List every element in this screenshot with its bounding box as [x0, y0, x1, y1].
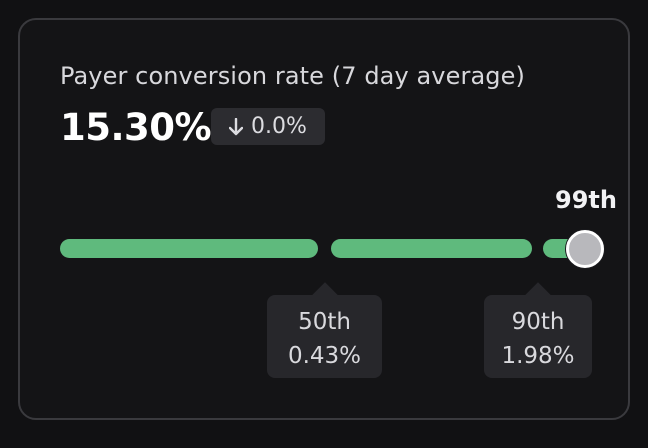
percentile-segment-50-90 [331, 239, 532, 258]
change-value: 0.0% [251, 114, 307, 139]
current-percentile-marker[interactable] [566, 230, 604, 268]
change-badge: 0.0% [211, 108, 325, 145]
current-percentile-label: 99th [555, 186, 617, 214]
benchmark-rank: 50th [298, 309, 351, 335]
benchmark-value: 0.43% [287, 343, 362, 369]
metric-title: Payer conversion rate (7 day average) [60, 62, 525, 90]
benchmark-value: 1.98% [501, 343, 575, 369]
benchmark-tooltip-90th: 90th 1.98% [484, 295, 592, 378]
percentile-segment-0-50 [60, 239, 318, 258]
benchmark-rank: 90th [511, 309, 565, 335]
benchmark-tooltip-50th: 50th 0.43% [267, 295, 382, 378]
metric-value-row: 15.30% [60, 104, 212, 150]
metric-value: 15.30% [60, 105, 212, 149]
arrow-down-icon [229, 117, 244, 135]
